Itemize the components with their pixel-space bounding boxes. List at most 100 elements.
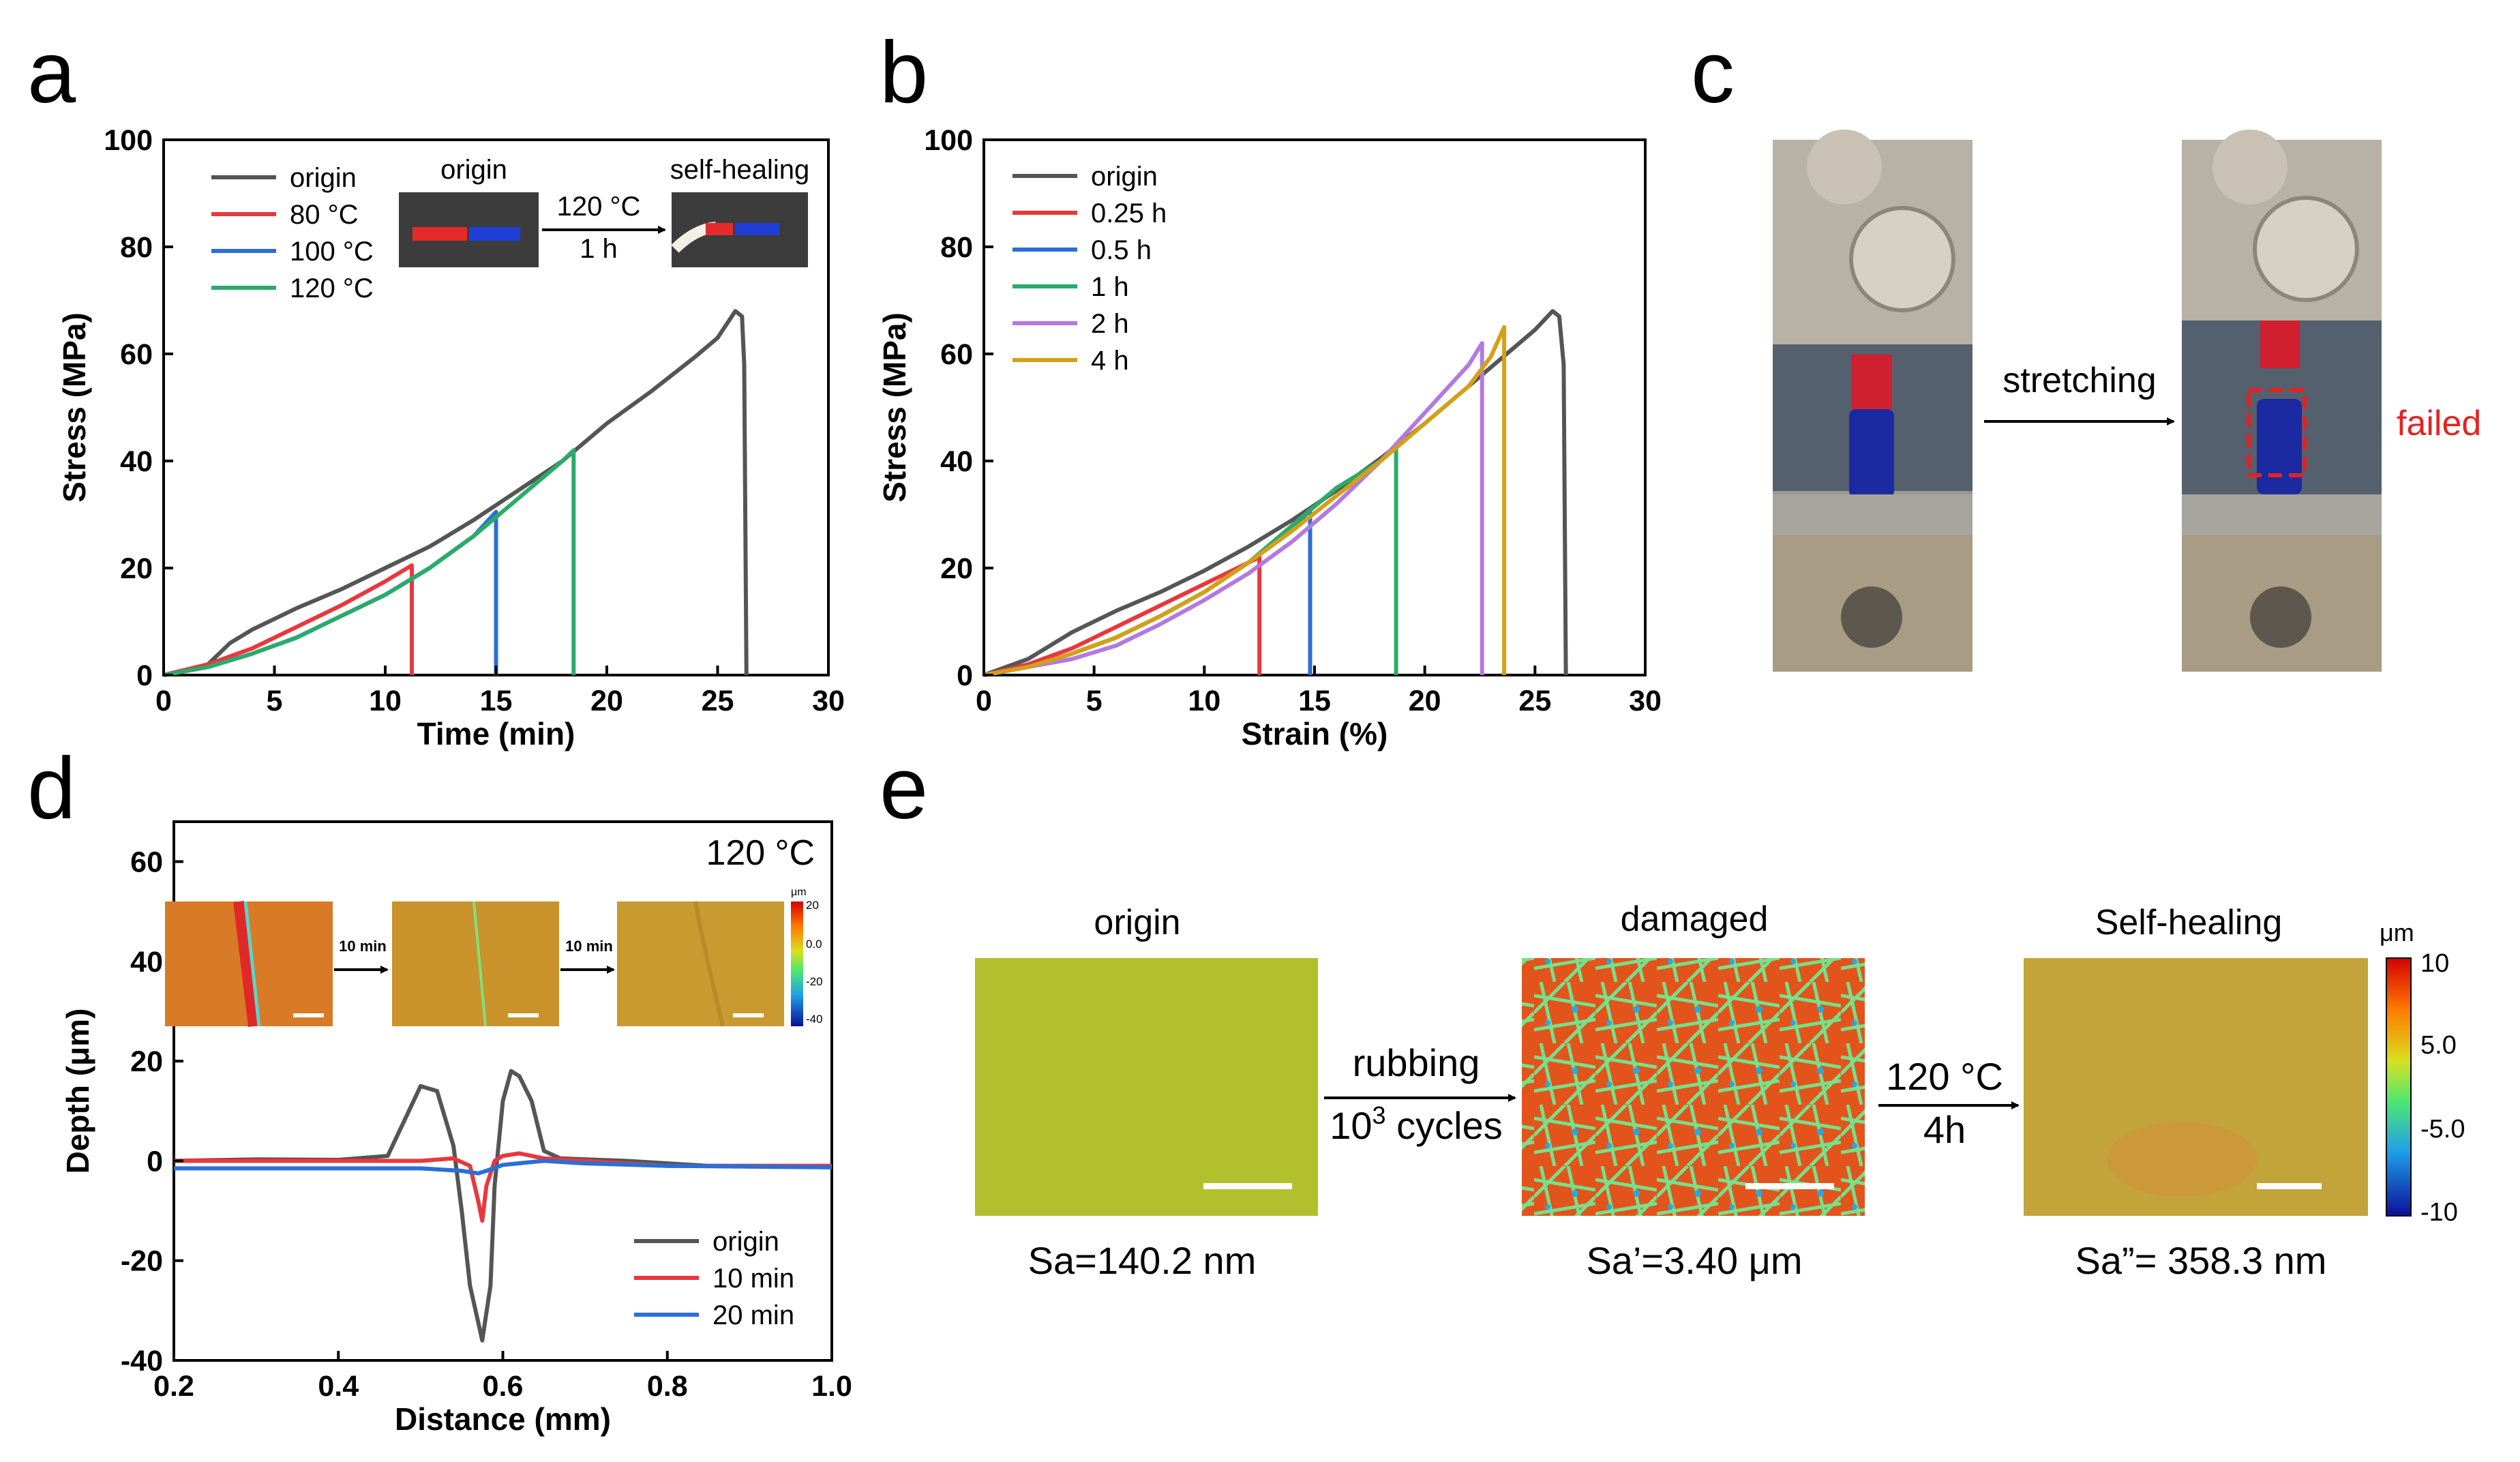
- inset-origin-label: origin: [440, 155, 507, 185]
- panel-label-c: c: [1691, 24, 1735, 121]
- legend-label: 20 min: [712, 1300, 794, 1330]
- rubbing-label: rubbing: [1353, 1041, 1480, 1084]
- series-line-1-h: [983, 443, 1398, 677]
- y-tick-label: 40: [130, 946, 163, 979]
- series-line-4-h: [983, 325, 1507, 677]
- colorbar-unit: μm: [2380, 919, 2414, 946]
- photo-after-stretch: [2182, 130, 2382, 672]
- step-label: 10 min: [339, 938, 387, 955]
- series-line-80-c: [163, 563, 414, 677]
- inset-arrow-top: 120 °C: [557, 192, 641, 222]
- x-tick-label: 0.2: [153, 1370, 194, 1403]
- x-tick-label: 1.0: [811, 1370, 852, 1403]
- red-sample-segment: [1851, 355, 1892, 409]
- origin-surface-map: [975, 958, 1318, 1216]
- x-axis-label: Strain (%): [1242, 716, 1388, 751]
- legend-label: 80 °C: [290, 200, 359, 230]
- x-tick-label: 0: [155, 685, 172, 717]
- plot-frame: [982, 138, 1647, 676]
- inset-origin-healing: origin 120 °C 1 h self-healing: [399, 155, 809, 267]
- legend-label: origin: [290, 163, 357, 193]
- panel-label-d: d: [27, 740, 76, 837]
- red-healed-part: [706, 223, 733, 235]
- colorbar-tick: -20: [806, 975, 823, 988]
- healing-time: 4h: [1923, 1108, 1966, 1151]
- y-tick-label: 20: [130, 1045, 163, 1078]
- panel-label-e: e: [880, 740, 928, 837]
- tensile-test-photos: stretching failed: [1773, 130, 2481, 672]
- surface-roughness-maps: origin Sa=140.2 nm rubbing 103 cycles da…: [975, 899, 2465, 1282]
- y-tick-label: 0: [957, 659, 973, 692]
- x-tick-label: 5: [1086, 685, 1102, 717]
- scale-bar: [1745, 1183, 1834, 1189]
- series-line-2-h: [983, 341, 1484, 677]
- series-line-origin: [173, 1069, 832, 1343]
- colorbar-tick: 20: [806, 899, 819, 912]
- blue-sample-segment: [1849, 409, 1894, 498]
- legend-label: 4 h: [1091, 346, 1129, 376]
- x-tick-label: 20: [590, 685, 623, 717]
- x-tick-label: 30: [812, 685, 845, 717]
- y-tick-label: 20: [940, 552, 973, 585]
- y-axis-label: Stress (MPa): [877, 312, 912, 503]
- y-axis-label: Depth (μm): [60, 1009, 95, 1174]
- colorbar-tick: 10: [2420, 949, 2449, 978]
- x-tick-label: 15: [1298, 685, 1331, 717]
- x-tick-label: 0: [976, 685, 992, 717]
- y-tick-label: 40: [120, 445, 153, 478]
- damaged-surface-map: [1522, 958, 1865, 1216]
- map-title-damaged: damaged: [1621, 899, 1769, 939]
- y-tick-label: 80: [940, 231, 973, 264]
- colorbar-tick: -10: [2420, 1198, 2458, 1227]
- panel-label-a: a: [27, 24, 76, 121]
- legend-label: 2 h: [1091, 309, 1129, 339]
- y-tick-label: 60: [130, 846, 163, 879]
- temperature-label: 120 °C: [706, 833, 815, 873]
- legend-label: 100 °C: [290, 237, 374, 267]
- blue-healed-part: [735, 223, 779, 235]
- series-line-10-min: [174, 1151, 832, 1223]
- legend-label: 1 h: [1091, 272, 1129, 302]
- x-tick-label: 0.8: [647, 1370, 688, 1403]
- x-tick-label: 25: [1518, 685, 1551, 717]
- x-tick-label: 5: [267, 685, 283, 717]
- y-tick-label: 20: [120, 552, 153, 585]
- legend-label: 0.5 h: [1091, 235, 1152, 265]
- legend-label: origin: [712, 1227, 779, 1257]
- x-tick-label: 0.6: [483, 1370, 524, 1403]
- sa-origin: Sa=140.2 nm: [1028, 1239, 1257, 1282]
- depth-distance-chart: 0.2 0.4 0.6 0.8 1.0 -40 -20 0 20 40 60 Distance (mm…: [60, 820, 852, 1437]
- inset-self-healing-label: self-healing: [670, 155, 810, 185]
- series-line-20-min: [174, 1159, 832, 1176]
- depth-colorbar: [791, 901, 803, 1026]
- colorbar-tick: -5.0: [2420, 1115, 2465, 1144]
- blue-sample-half: [469, 227, 520, 241]
- sa-self-healing: Sa”= 358.3 nm: [2075, 1239, 2327, 1282]
- stretching-label: stretching: [2002, 361, 2156, 400]
- y-tick-label: 0: [136, 659, 153, 692]
- colorbar-tick: 0.0: [806, 938, 822, 951]
- series-line-0-25-h: [983, 555, 1262, 677]
- y-axis-label: Stress (MPa): [57, 312, 92, 503]
- step-label: 10 min: [565, 938, 613, 955]
- photo-before-stretch: [1773, 130, 1972, 672]
- failure-dashed-box: [2247, 388, 2307, 477]
- inset-arrow-bottom: 1 h: [580, 234, 618, 264]
- x-axis-label: Distance (mm): [395, 1401, 611, 1437]
- x-tick-label: 10: [369, 685, 402, 717]
- y-tick-label: 100: [104, 124, 153, 157]
- series-line-origin: [982, 309, 1568, 677]
- colorbar-tick: -40: [806, 1013, 823, 1026]
- x-tick-label: 15: [480, 685, 513, 717]
- legend-label: 0.25 h: [1091, 198, 1167, 228]
- scale-bar: [1203, 1183, 1292, 1189]
- colorbar-tick: 5.0: [2420, 1031, 2457, 1060]
- panel-label-b: b: [880, 24, 928, 121]
- legend-label: 120 °C: [290, 273, 374, 303]
- colorbar-unit: μm: [791, 886, 807, 898]
- y-tick-label: 0: [147, 1145, 163, 1178]
- stress-strain-chart: 0 5 10 15 20 25 30 0 20 40 60 80 100 Strain (%) Stress…: [877, 124, 1662, 751]
- stress-time-chart: 0 5 10 15 20 25 30 0 20 40 60 80 100 Time (min) Stress…: [57, 124, 845, 751]
- healing-temperature: 120 °C: [1886, 1055, 2003, 1098]
